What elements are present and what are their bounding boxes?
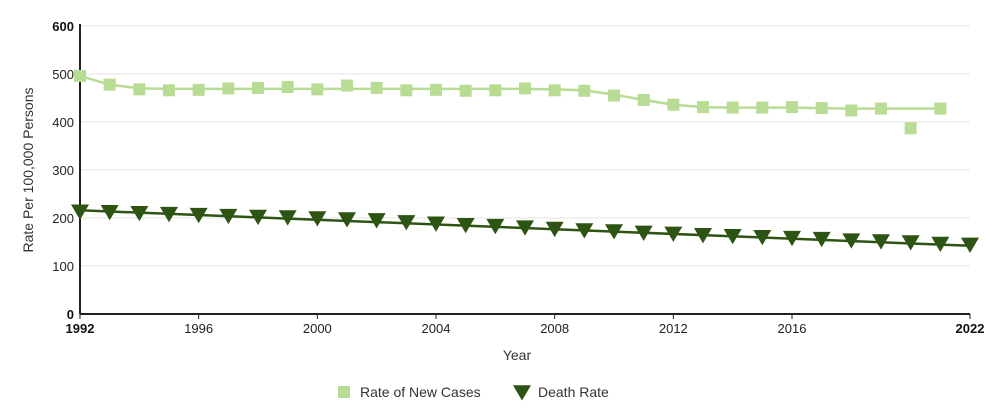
x-tick-label: 2012 [659,321,688,336]
data-point-1 [875,102,887,115]
data-point-1 [133,83,146,96]
y-tick-label: 300 [52,163,74,178]
data-point-2 [605,224,623,240]
data-point-2 [545,221,564,238]
data-point-2 [694,228,712,244]
data-point-2 [397,215,416,231]
data-point-2 [486,218,505,235]
data-point-1 [519,82,531,95]
data-point-1 [697,101,709,114]
data-point-2 [367,213,386,229]
data-point-1 [667,98,680,111]
data-point-2 [812,231,831,248]
data-point-1 [192,83,205,96]
data-point-1 [904,122,917,135]
legend-marker-1 [338,386,350,398]
data-point-1 [845,104,858,117]
data-point-1 [222,82,235,95]
data-point-1 [430,83,442,96]
data-point-2 [249,209,267,226]
x-tick-label: 2022 [956,321,985,336]
data-point-2 [456,217,475,234]
x-tick-label: 1996 [184,321,213,336]
data-point-2 [427,216,445,232]
data-point-1 [311,83,324,96]
data-point-1 [637,93,650,106]
data-point-2 [160,206,178,223]
data-point-2 [872,234,890,250]
data-point-2 [100,205,119,221]
y-tick-label: 500 [52,67,74,82]
x-tick-label: 2004 [422,321,451,336]
data-point-1 [815,102,828,115]
data-point-1 [726,101,739,114]
data-point-2 [723,229,742,245]
data-point-1 [548,84,561,97]
data-point-1 [103,78,116,91]
y-axis-title: Rate Per 100,000 Persons [20,88,36,253]
legend-label-2: Death Rate [538,384,609,400]
y-tick-label: 200 [52,211,74,226]
data-point-2 [278,210,297,226]
y-tick-label: 0 [67,307,74,322]
data-point-2 [338,212,356,228]
data-point-2 [189,207,208,224]
data-point-1 [608,89,620,102]
data-point-2 [219,208,238,225]
data-point-2 [308,211,327,227]
y-tick-label: 600 [52,19,74,34]
data-point-2 [931,236,950,252]
data-point-1 [400,84,413,97]
data-point-1 [934,102,947,115]
series-markers [71,69,979,253]
x-tick-label: 2016 [778,321,807,336]
data-point-2 [901,235,920,251]
data-point-1 [459,84,472,97]
data-point-2 [842,233,861,249]
legend: Rate of New Cases Death Rate [338,384,609,401]
data-point-2 [575,223,594,239]
data-point-2 [961,237,979,253]
data-point-2 [783,230,801,247]
x-tick-label: 1992 [66,321,95,336]
data-point-2 [130,205,149,222]
data-point-1 [489,84,502,97]
data-point-2 [516,220,534,236]
x-tick-label: 2008 [540,321,569,336]
series-lines [79,74,971,248]
y-tick-label: 400 [52,115,74,130]
data-point-1 [74,69,86,82]
data-point-1 [341,79,353,92]
data-point-1 [786,101,798,114]
legend-label-1: Rate of New Cases [360,384,481,400]
tick-labels: 0 100 200 300 400 500 600 1992 1996 2000 2004 2008 2… [52,19,984,336]
y-tick-label: 100 [52,259,74,274]
legend-marker-2 [513,385,531,401]
data-point-1 [756,101,769,114]
data-point-1 [370,81,383,94]
data-point-1 [578,84,591,97]
data-point-1 [281,80,294,93]
data-point-2 [71,204,89,220]
x-tick-label: 2000 [303,321,332,336]
data-point-2 [753,229,772,246]
x-axis-title: Year [503,347,532,363]
data-point-2 [634,225,653,241]
data-point-1 [163,84,175,97]
data-point-1 [252,81,264,94]
axes [79,24,971,319]
series-line-1 [79,74,941,110]
data-point-2 [664,226,683,242]
